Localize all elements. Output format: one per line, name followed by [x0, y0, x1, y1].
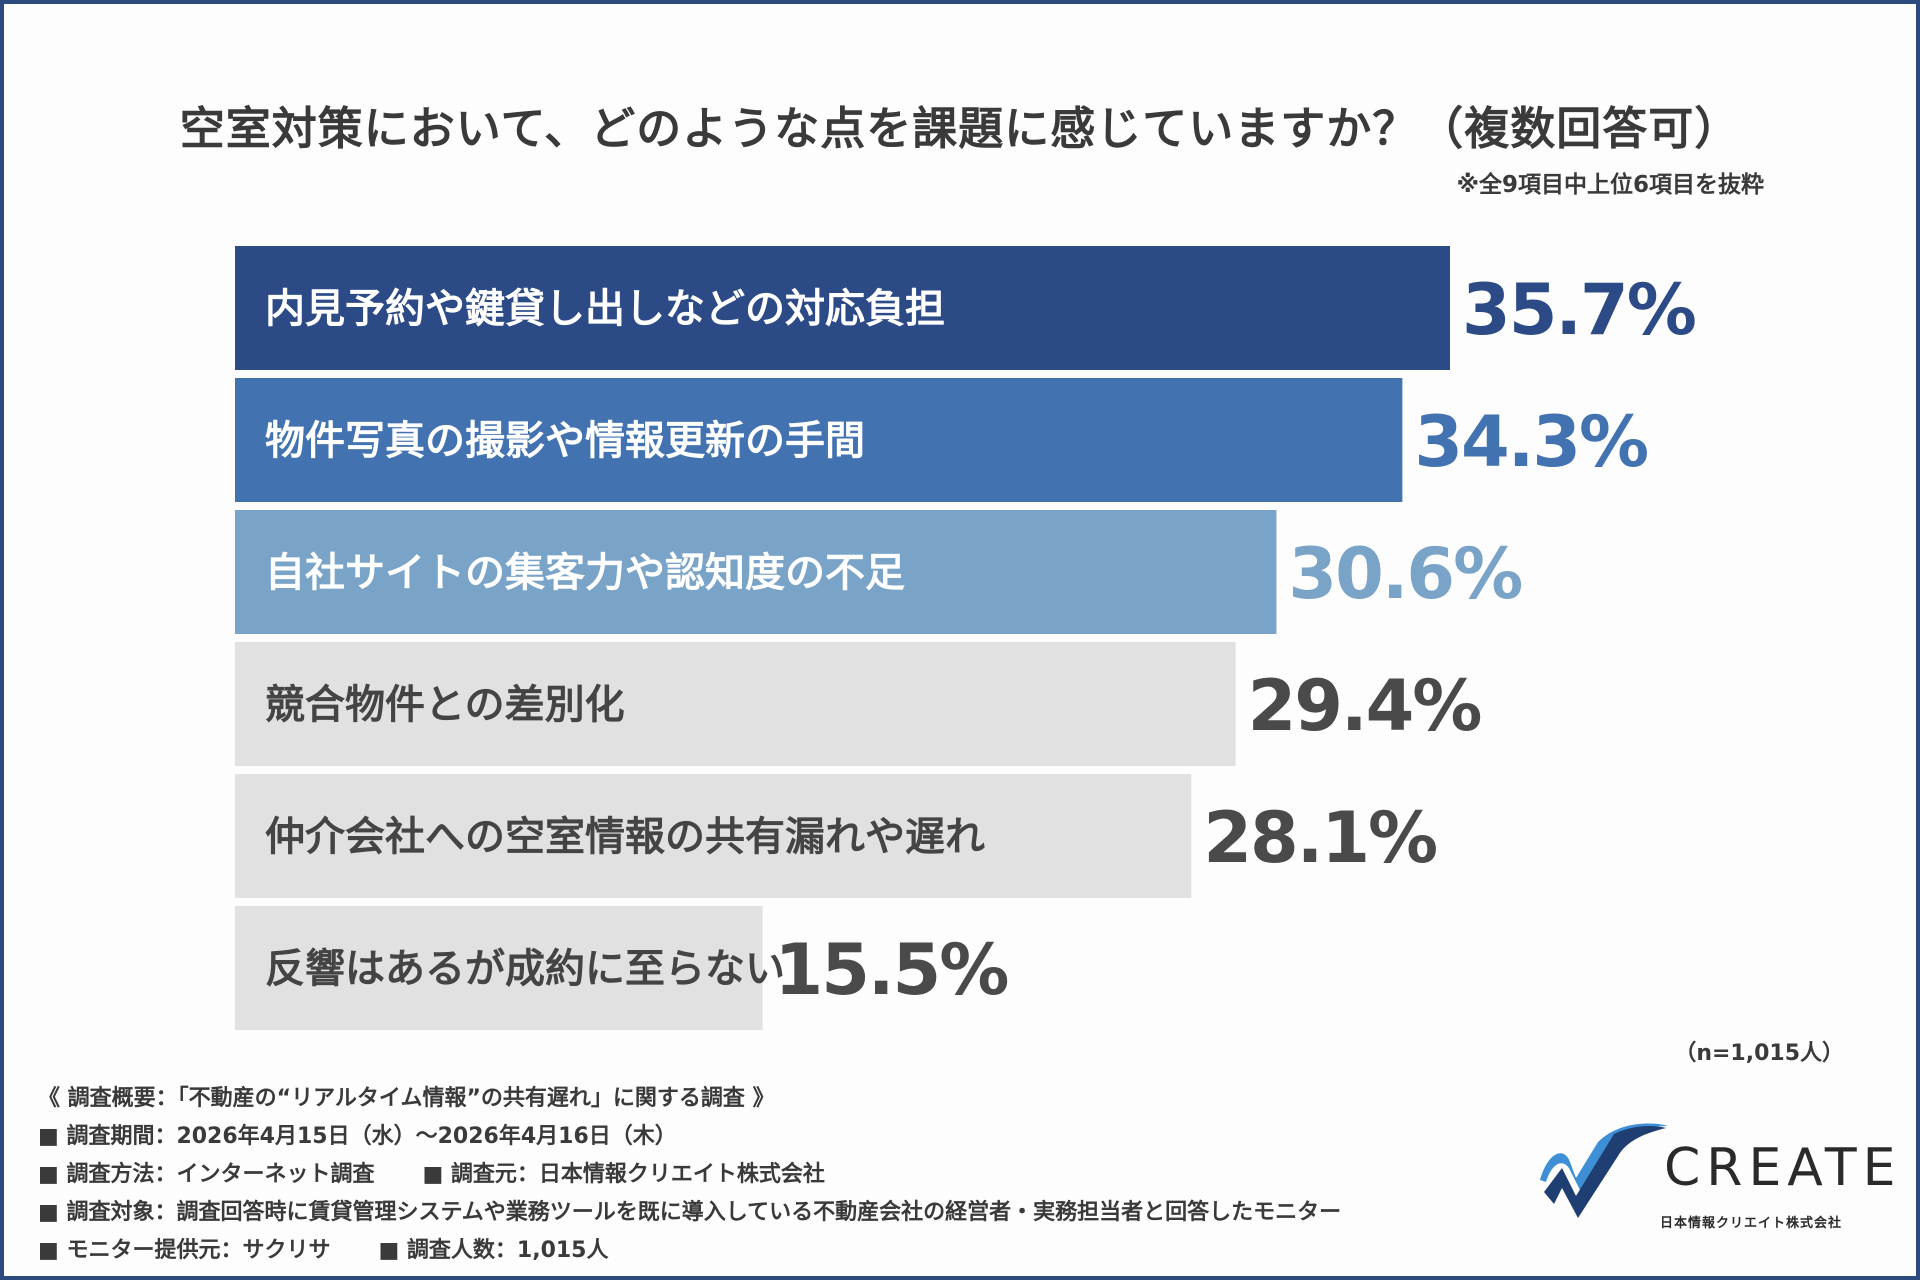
survey-respondents: ■ 調査人数：1,015人 — [378, 1238, 609, 1263]
bar-4 — [235, 642, 1236, 766]
survey-provider-row: ■ モニター提供元：サクリサ ■ 調査人数：1,015人 — [38, 1232, 1341, 1270]
bar-value-2: 34.3% — [1414, 401, 1647, 483]
bar-2 — [235, 378, 1403, 502]
bar-value-6: 15.5% — [775, 929, 1008, 1011]
survey-target: ■ 調査対象：調査回答時に賃貸管理システムや業務ツールを既に導入している不動産会… — [38, 1200, 1342, 1225]
bar-value-4: 29.4% — [1248, 665, 1481, 747]
survey-overview: 《 調査概要：「不動産の“リアルタイム情報”の共有遅れ」に関する調査 》 ■ 調… — [38, 1080, 1341, 1270]
survey-header: 《 調査概要：「不動産の“リアルタイム情報”の共有遅れ」に関する調査 》 — [38, 1086, 775, 1111]
bar-value-5: 28.1% — [1203, 797, 1436, 879]
bar-value-1: 35.7% — [1462, 269, 1695, 351]
survey-method-row: ■ 調査方法：インターネット調査 ■ 調査元：日本情報クリエイト株式会社 — [38, 1156, 1341, 1194]
create-logo-mark-icon — [1540, 1123, 1668, 1218]
bar-3 — [235, 510, 1277, 634]
create-logo-company: 日本情報クリエイト株式会社 — [1660, 1216, 1843, 1231]
create-logo-wordmark: CREATE — [1664, 1138, 1902, 1198]
survey-method: ■ 調査方法：インターネット調査 — [38, 1162, 375, 1187]
create-logo: CREATE 日本情報クリエイト株式会社 — [1530, 1112, 1895, 1232]
bar-label-1: 内見予約や鍵貸し出しなどの対応負担 — [265, 286, 945, 332]
bar-value-3: 30.6% — [1288, 533, 1521, 615]
bar-6 — [235, 906, 763, 1030]
bar-label-3: 自社サイトの集客力や認知度の不足 — [265, 550, 905, 596]
sample-size: （n=1,015人） — [1674, 1041, 1844, 1066]
bar-1 — [235, 246, 1450, 370]
bar-label-6: 反響はあるが成約に至らない — [265, 946, 785, 992]
bar-5 — [235, 774, 1192, 898]
survey-period: ■ 調査期間：2026年4月15日（水）～2026年4月16日（木） — [38, 1124, 677, 1149]
bar-label-2: 物件写真の撮影や情報更新の手間 — [265, 418, 865, 464]
chart-note: ※全9項目中上位6項目を抜粋 — [1456, 172, 1764, 198]
survey-provider: ■ モニター提供元：サクリサ — [38, 1238, 331, 1263]
bar-label-4: 競合物件との差別化 — [265, 682, 625, 728]
survey-organizer: ■ 調査元：日本情報クリエイト株式会社 — [422, 1162, 825, 1187]
bar-chart: 内見予約や鍵貸し出しなどの対応負担 35.7% 物件写真の撮影や情報更新の手間 34.… — [235, 246, 1697, 1030]
bar-label-5: 仲介会社への空室情報の共有漏れや遅れ — [265, 814, 985, 860]
chart-title: 空室対策において、どのような点を課題に感じていますか？（複数回答可） — [179, 102, 1741, 155]
